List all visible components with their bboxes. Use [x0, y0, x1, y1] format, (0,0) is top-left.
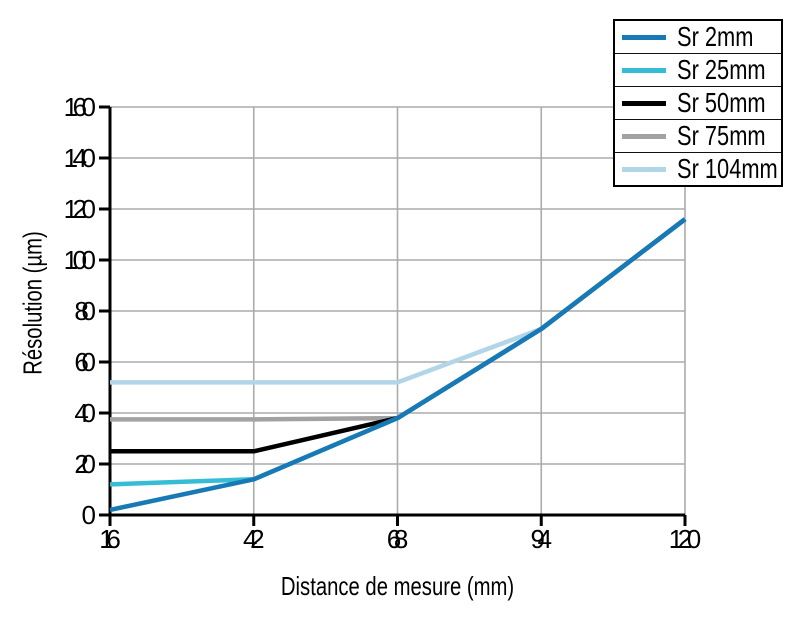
- legend-label: Sr 104mm: [677, 153, 778, 184]
- y-tick-label: 160: [64, 92, 96, 122]
- y-tick-label: 20: [74, 449, 96, 479]
- y-tick-label: 120: [64, 194, 96, 224]
- legend-label: Sr 50mm: [677, 87, 766, 118]
- legend: Sr 2mm Sr 25mm Sr 50mm Sr 75mm Sr 104mm: [613, 19, 783, 187]
- legend-label: Sr 2mm: [677, 21, 754, 52]
- legend-swatch-line: [622, 166, 666, 172]
- x-axis-title: Distance de mesure (mm): [280, 571, 515, 601]
- legend-item: Sr 50mm: [615, 86, 781, 119]
- legend-swatch-line: [622, 133, 666, 139]
- x-tick-label: 42: [243, 524, 265, 554]
- legend-item: Sr 25mm: [615, 53, 781, 86]
- x-tick-label: 68: [387, 524, 409, 554]
- y-tick-label: 60: [74, 347, 96, 377]
- y-axis-title: Résolution (µm): [17, 231, 48, 375]
- legend-label: Sr 75mm: [677, 120, 766, 151]
- x-tick-label: 120: [669, 524, 701, 554]
- legend-item: Sr 2mm: [615, 21, 781, 53]
- legend-swatch-line: [622, 100, 666, 106]
- legend-item: Sr 104mm: [615, 152, 781, 185]
- legend-swatch-line: [622, 67, 666, 73]
- y-tick-label: 0: [82, 500, 96, 530]
- y-tick-label: 80: [74, 296, 96, 326]
- legend-label: Sr 25mm: [677, 54, 766, 85]
- y-tick-label: 100: [64, 245, 96, 275]
- series-line-sr-2mm: [109, 217, 687, 513]
- legend-swatch-line: [622, 34, 666, 40]
- x-tick-label: 16: [99, 524, 121, 554]
- x-tick-label: 94: [530, 524, 552, 554]
- y-tick-label: 140: [64, 143, 96, 173]
- y-tick-label: 40: [74, 398, 96, 428]
- x-axis-title-container: Distance de mesure (mm): [110, 571, 685, 602]
- legend-item: Sr 75mm: [615, 119, 781, 152]
